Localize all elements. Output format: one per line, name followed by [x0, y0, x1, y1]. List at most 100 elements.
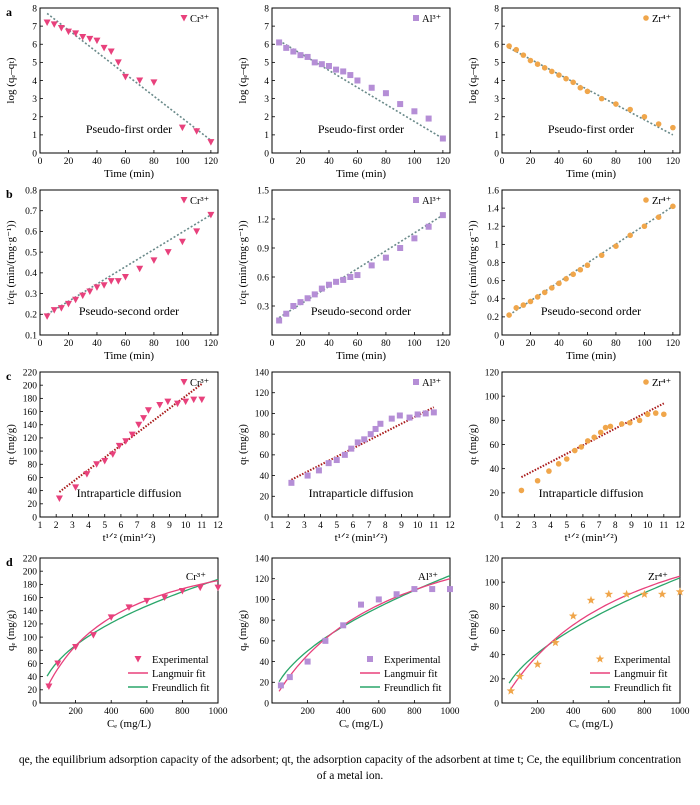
data-point — [439, 212, 446, 219]
fit-line — [508, 47, 674, 136]
data-point — [125, 604, 133, 611]
data-point — [641, 113, 648, 120]
data-point — [136, 265, 144, 273]
data-point — [304, 472, 311, 479]
metal-legend-marker — [413, 197, 419, 203]
x-tick-label: 40 — [324, 339, 334, 349]
x-tick-label: 4 — [86, 521, 91, 531]
data-point — [534, 294, 541, 300]
x-tick-label: 100 — [175, 157, 190, 167]
data-point — [361, 436, 368, 443]
data-point — [584, 88, 591, 95]
x-tick-label: 5 — [564, 521, 569, 531]
metal-legend-label: Cr³⁺ — [190, 378, 209, 389]
x-axis-label: t¹ᐟ² (min¹ᐟ²) — [565, 532, 618, 544]
x-tick-label: 20 — [526, 157, 536, 167]
metal-label: Zr⁴⁺ — [648, 571, 668, 583]
data-point — [290, 48, 297, 55]
data-point — [144, 407, 152, 414]
data-point — [93, 37, 101, 45]
langmuir-fit-curve — [508, 575, 681, 692]
data-point — [375, 596, 382, 603]
panel-title: Pseudo-second order — [311, 304, 411, 318]
panel-title: Intraparticle diffusion — [539, 486, 644, 500]
data-point — [636, 417, 643, 424]
metal-legend-label: Zr⁴⁺ — [652, 14, 671, 25]
x-axis-label: Time (min) — [104, 168, 154, 180]
y-tick-label: 40 — [490, 651, 500, 661]
data-point — [520, 52, 527, 58]
data-point — [556, 72, 562, 78]
data-point — [72, 296, 80, 304]
y-tick-label: 1.2 — [257, 215, 269, 225]
data-point — [640, 589, 649, 598]
x-tick-label: 200 — [300, 707, 315, 717]
data-point — [311, 59, 318, 66]
y-tick-label: 20 — [260, 679, 270, 689]
x-axis-label: Time (min) — [336, 168, 386, 180]
data-point — [563, 75, 569, 82]
y-tick-label: 20 — [28, 500, 38, 510]
y-tick-label: 0 — [264, 149, 269, 159]
data-point — [164, 249, 172, 256]
x-tick-label: 12 — [213, 521, 223, 531]
y-tick-label: 8 — [494, 4, 499, 14]
x-tick-label: 4 — [548, 521, 553, 531]
langmuir-fit-curve — [278, 578, 451, 692]
data-point — [354, 439, 361, 446]
y-tick-label: 2 — [264, 113, 269, 123]
plot-frame — [39, 189, 219, 336]
y-tick-label: 140 — [255, 368, 270, 378]
y-tick-label: 0 — [32, 699, 37, 709]
x-tick-label: 3 — [302, 521, 307, 531]
y-tick-label: 60 — [490, 441, 500, 451]
metal-legend-marker — [643, 197, 649, 203]
data-point — [136, 77, 144, 84]
y-tick-label: 120 — [485, 368, 500, 378]
data-point — [143, 597, 151, 605]
x-axis-label: Cₑ (mg/L) — [107, 718, 151, 730]
legend-label-langmuir: Langmuir fit — [384, 669, 437, 680]
x-tick-label: 80 — [611, 339, 621, 349]
data-point — [297, 299, 304, 306]
x-tick-label: 12 — [445, 521, 455, 531]
y-tick-label: 120 — [23, 620, 38, 630]
y-tick-label: 0.3 — [25, 290, 37, 300]
x-tick-label: 400 — [104, 707, 119, 717]
data-point — [604, 589, 614, 598]
chart-panel-d2: 200 400 600 800 1000 0 20 40 60 80 100 120 140 Cₑ (mg… — [237, 554, 460, 730]
data-point — [283, 310, 290, 317]
y-axis-label: t/qₜ (min/(mg·g⁻¹)) — [237, 220, 249, 305]
metal-legend-label: Al³⁺ — [422, 378, 441, 389]
data-point — [122, 438, 130, 445]
data-point — [50, 307, 58, 314]
y-tick-label: 0 — [264, 513, 269, 523]
data-point — [563, 276, 569, 282]
y-tick-label: 0.4 — [487, 295, 499, 305]
x-axis-label: Time (min) — [566, 168, 616, 180]
x-axis-label: t¹ᐟ² (min¹ᐟ²) — [335, 532, 388, 544]
data-point — [675, 587, 685, 596]
y-tick-label: 0.2 — [25, 311, 37, 321]
data-point — [50, 21, 58, 28]
x-tick-label: 200 — [68, 707, 83, 717]
x-tick-label: 100 — [407, 157, 422, 167]
y-tick-label: 0 — [32, 149, 37, 159]
data-point — [121, 274, 129, 281]
x-tick-label: 1 — [500, 521, 505, 531]
x-tick-label: 20 — [526, 339, 536, 349]
fit-line — [520, 402, 665, 479]
x-tick-label: 120 — [204, 157, 219, 167]
y-tick-label: 4 — [494, 77, 499, 87]
y-axis-label: qₜ (mg/g) — [237, 424, 249, 465]
fit-line — [58, 383, 203, 493]
x-tick-label: 100 — [637, 339, 652, 349]
y-tick-label: 8 — [264, 4, 269, 14]
x-tick-label: 3 — [70, 521, 75, 531]
x-axis-label: t¹ᐟ² (min¹ᐟ²) — [103, 532, 156, 544]
metal-legend-label: Cr³⁺ — [190, 196, 209, 207]
chart-panel-a2: 0 20 40 60 80 100 120 0 1 2 3 4 5 6 7 8 Time (min) log (q… — [237, 4, 451, 180]
y-tick-label: 80 — [490, 603, 500, 613]
metal-legend-label: Al³⁺ — [422, 196, 441, 207]
legend-label-experimental: Experimental — [152, 655, 209, 666]
